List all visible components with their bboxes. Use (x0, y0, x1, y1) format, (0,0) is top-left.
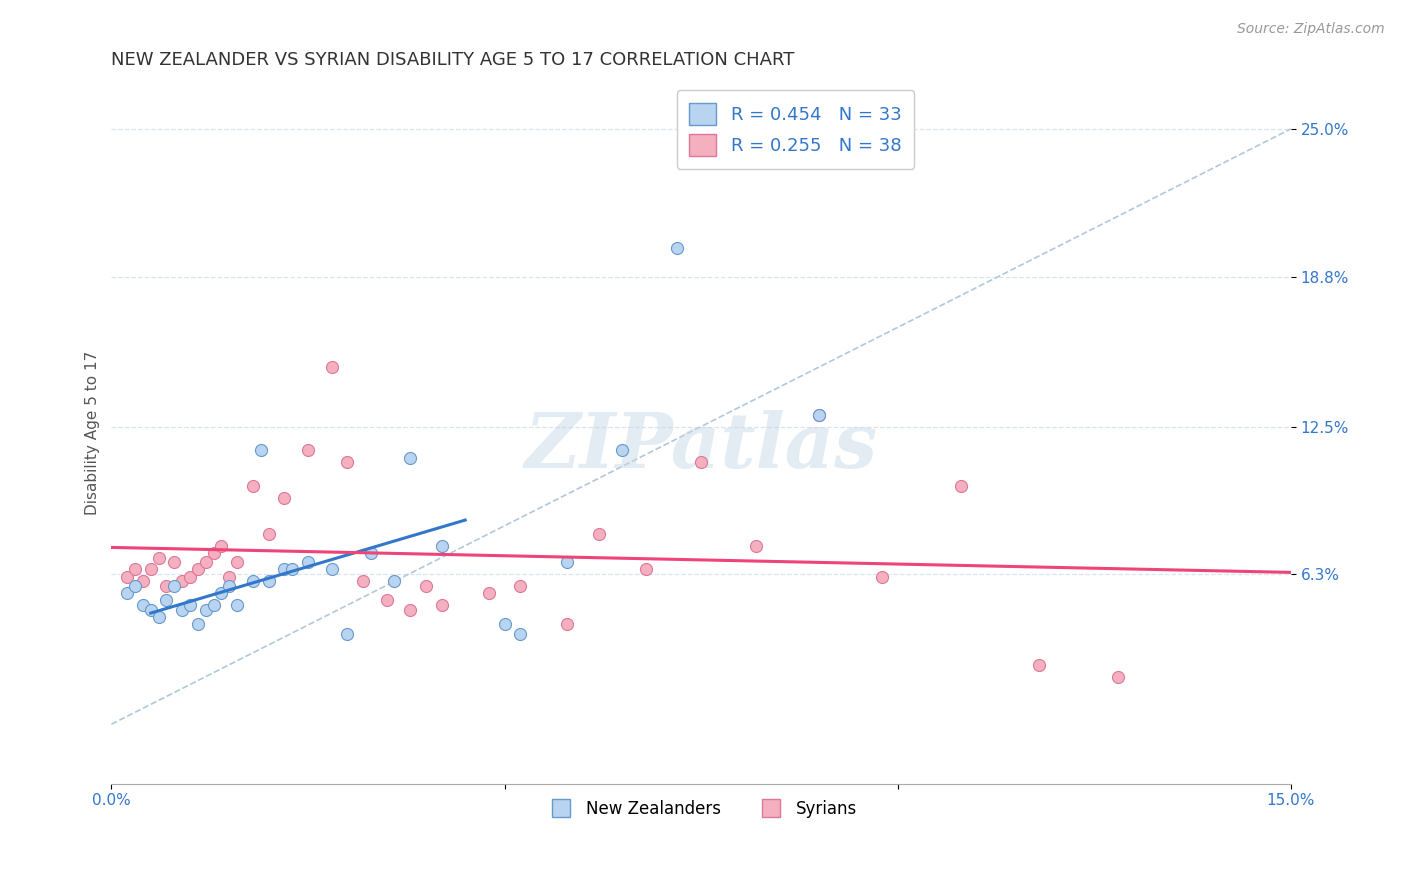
Syrians (352, 574, 374, 589)
New Zealanders (399, 450, 422, 465)
New Zealanders (155, 593, 177, 607)
New Zealanders (384, 574, 406, 589)
New Zealanders (297, 555, 319, 569)
New Zealanders (163, 579, 186, 593)
Syrians (163, 555, 186, 569)
New Zealanders (273, 562, 295, 576)
Y-axis label: Disability Age 5 to 17: Disability Age 5 to 17 (86, 351, 100, 515)
Syrians (509, 579, 531, 593)
Syrians (124, 562, 146, 576)
Syrians (870, 569, 893, 583)
Text: NEW ZEALANDER VS SYRIAN DISABILITY AGE 5 TO 17 CORRELATION CHART: NEW ZEALANDER VS SYRIAN DISABILITY AGE 5… (111, 51, 794, 69)
New Zealanders (557, 555, 579, 569)
Syrians (336, 455, 359, 469)
Syrians (179, 569, 201, 583)
New Zealanders (509, 626, 531, 640)
New Zealanders (211, 586, 233, 600)
Syrians (808, 408, 831, 422)
New Zealanders (226, 598, 249, 612)
Text: Source: ZipAtlas.com: Source: ZipAtlas.com (1237, 22, 1385, 37)
New Zealanders (218, 579, 240, 593)
Syrians (690, 455, 713, 469)
New Zealanders (494, 617, 516, 632)
New Zealanders (257, 574, 280, 589)
Syrians (187, 562, 209, 576)
Syrians (745, 539, 768, 553)
Syrians (155, 579, 177, 593)
New Zealanders (249, 443, 271, 458)
New Zealanders (360, 546, 382, 560)
Syrians (273, 491, 295, 505)
Syrians (1028, 657, 1050, 672)
Syrians (242, 479, 264, 493)
New Zealanders (321, 562, 343, 576)
New Zealanders (281, 562, 304, 576)
New Zealanders (242, 574, 264, 589)
Syrians (375, 593, 398, 607)
New Zealanders (202, 598, 225, 612)
Syrians (430, 598, 453, 612)
New Zealanders (179, 598, 201, 612)
Syrians (399, 603, 422, 617)
Syrians (257, 526, 280, 541)
New Zealanders (336, 626, 359, 640)
Syrians (415, 579, 437, 593)
New Zealanders (612, 443, 634, 458)
Syrians (194, 555, 217, 569)
Syrians (139, 562, 162, 576)
Syrians (172, 574, 194, 589)
Syrians (202, 546, 225, 560)
New Zealanders (115, 586, 138, 600)
Syrians (226, 555, 249, 569)
New Zealanders (808, 408, 831, 422)
Syrians (1107, 670, 1129, 684)
Syrians (949, 479, 972, 493)
Syrians (211, 539, 233, 553)
New Zealanders (172, 603, 194, 617)
New Zealanders (187, 617, 209, 632)
Syrians (321, 360, 343, 375)
New Zealanders (124, 579, 146, 593)
Syrians (132, 574, 155, 589)
Syrians (115, 569, 138, 583)
Syrians (218, 569, 240, 583)
New Zealanders (139, 603, 162, 617)
Syrians (588, 526, 610, 541)
Syrians (634, 562, 657, 576)
New Zealanders (132, 598, 155, 612)
Syrians (557, 617, 579, 632)
New Zealanders (430, 539, 453, 553)
Syrians (297, 443, 319, 458)
Syrians (148, 550, 170, 565)
Syrians (478, 586, 501, 600)
Text: ZIPatlas: ZIPatlas (524, 409, 877, 483)
New Zealanders (666, 241, 689, 255)
New Zealanders (148, 610, 170, 624)
New Zealanders (194, 603, 217, 617)
Legend: New Zealanders, Syrians: New Zealanders, Syrians (538, 793, 865, 824)
